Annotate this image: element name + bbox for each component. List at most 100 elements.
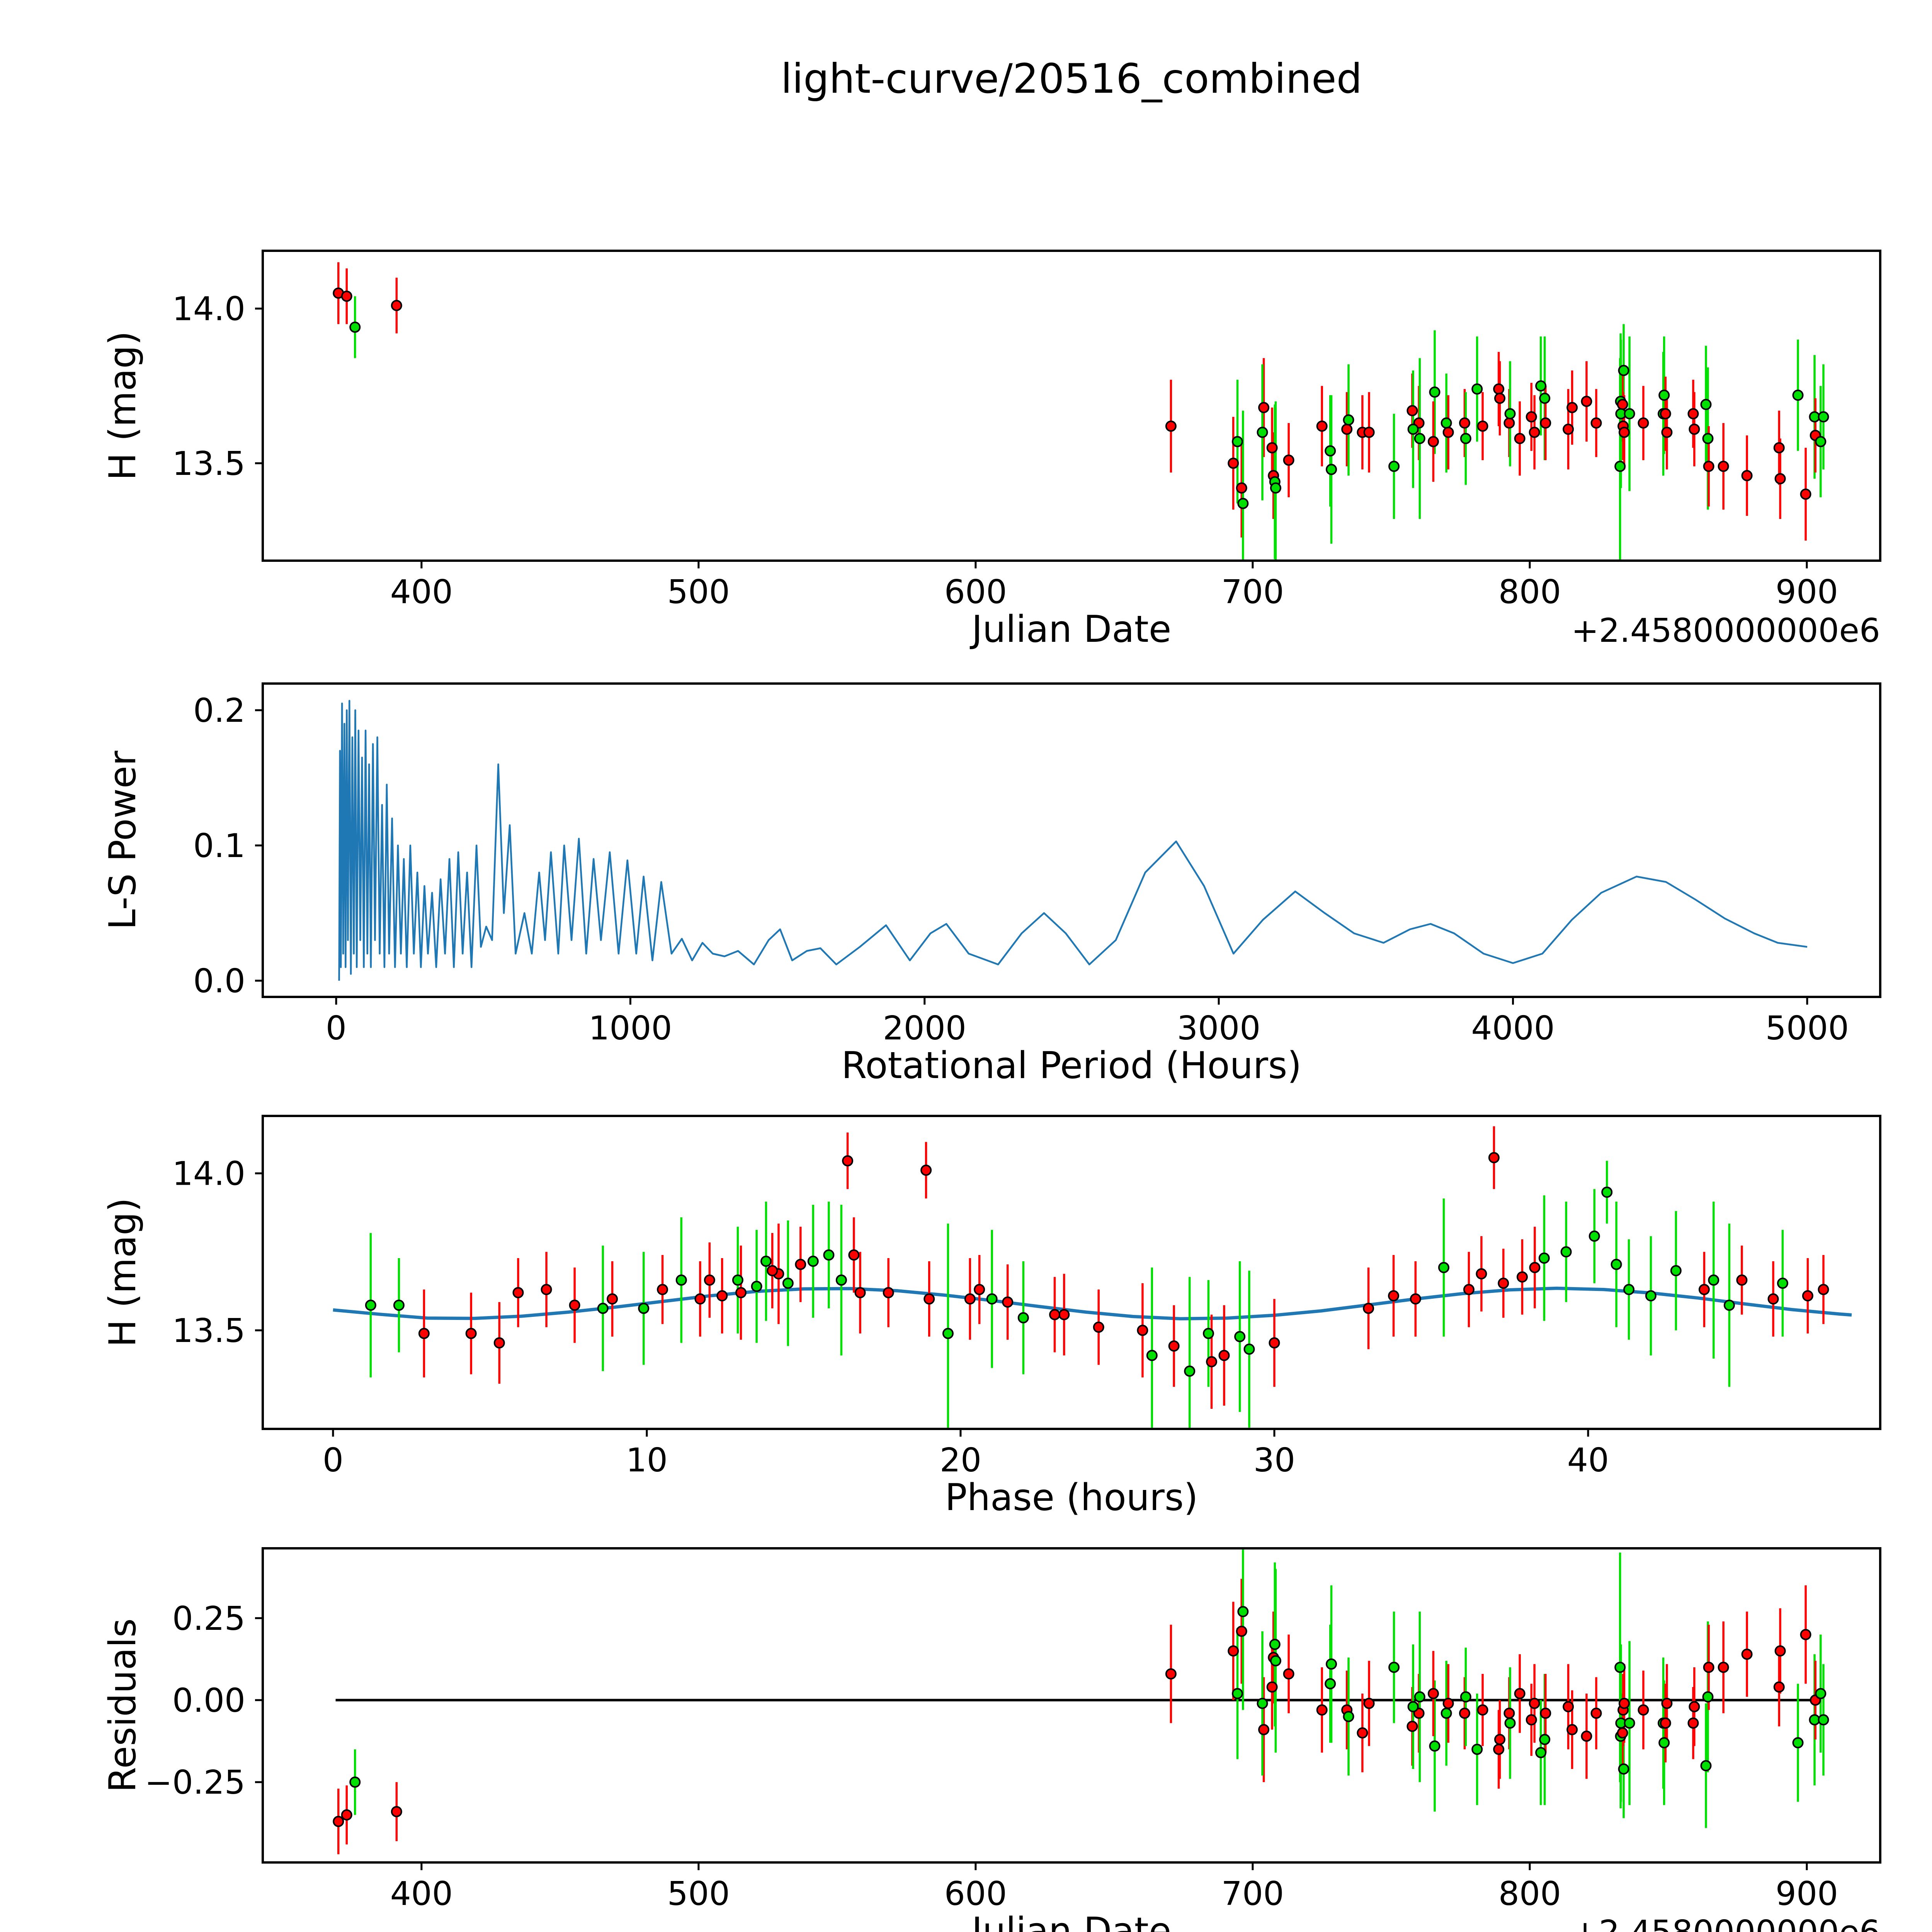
- data-point: [1741, 470, 1753, 481]
- data-point: [1529, 1262, 1541, 1273]
- data-point: [848, 1249, 860, 1261]
- data-point: [1388, 1290, 1400, 1302]
- jd_mag-xtick-label: 900: [1776, 573, 1838, 611]
- data-point: [418, 1328, 430, 1339]
- data-point: [1414, 433, 1425, 444]
- data-point: [1503, 417, 1515, 429]
- data-point: [1168, 1340, 1180, 1352]
- data-point: [1526, 1714, 1537, 1726]
- data-point: [883, 1287, 894, 1298]
- data-point: [1258, 402, 1270, 413]
- data-point: [1093, 1321, 1104, 1333]
- data-point: [1818, 1284, 1829, 1295]
- data-point: [767, 1265, 778, 1277]
- data-point: [1590, 417, 1602, 429]
- data-point: [1228, 457, 1239, 469]
- data-point: [1774, 1645, 1786, 1657]
- data-point: [1529, 427, 1540, 438]
- data-point: [1218, 1350, 1230, 1361]
- data-point: [1703, 461, 1714, 472]
- residuals-ylabel: Residuals: [102, 1618, 144, 1793]
- data-point: [1670, 1265, 1682, 1277]
- residuals-frame: [262, 1547, 1882, 1864]
- data-point: [1658, 389, 1670, 401]
- data-point: [1689, 423, 1700, 435]
- data-point: [1700, 399, 1712, 410]
- data-point: [1702, 1691, 1714, 1702]
- phase_mag-xtick-label: 40: [1567, 1441, 1609, 1480]
- data-point: [607, 1293, 618, 1305]
- periodogram-xtick-label: 0: [326, 1009, 347, 1048]
- data-point: [1316, 1704, 1328, 1716]
- jd_mag-frame: [262, 250, 1882, 562]
- data-point: [1800, 488, 1811, 500]
- data-point: [854, 1287, 866, 1298]
- data-point: [732, 1274, 743, 1286]
- data-point: [1581, 1730, 1592, 1742]
- figure-title: light-curve/20516_combined: [781, 55, 1362, 102]
- residuals-xtick-label: 500: [667, 1875, 730, 1913]
- data-point: [1566, 402, 1578, 413]
- periodogram-xtick-label: 5000: [1765, 1009, 1849, 1048]
- data-point: [1488, 1152, 1500, 1163]
- data-point: [1800, 1629, 1811, 1640]
- data-point: [1202, 1328, 1214, 1339]
- data-point: [1708, 1274, 1719, 1286]
- data-point: [1741, 1648, 1753, 1660]
- data-point: [1617, 399, 1628, 410]
- data-point: [1236, 482, 1247, 494]
- data-point: [1325, 445, 1336, 457]
- data-point: [1002, 1296, 1014, 1308]
- residuals-xtick-label: 700: [1221, 1875, 1284, 1913]
- phase_mag-ytick-label: 13.5: [172, 1312, 245, 1350]
- data-point: [1792, 1737, 1804, 1748]
- data-point: [1535, 380, 1547, 392]
- data-point: [964, 1293, 976, 1305]
- data-point: [1624, 408, 1635, 420]
- data-point: [751, 1281, 762, 1292]
- data-point: [1723, 1299, 1735, 1311]
- data-point: [1459, 417, 1470, 429]
- data-point: [1237, 498, 1249, 509]
- panel-jd_mag: 400 500 600 700 800 900 14.0 13.5 Julian Date H (…: [102, 250, 1882, 651]
- data-point: [675, 1274, 687, 1286]
- data-point: [1269, 1639, 1281, 1650]
- data-point: [1540, 1708, 1551, 1719]
- data-point: [1257, 1697, 1268, 1709]
- data-point: [1427, 1688, 1439, 1699]
- data-point: [1471, 1743, 1483, 1755]
- residuals-xtick-label: 900: [1776, 1875, 1838, 1913]
- jd_mag-data-layer: [333, 262, 1829, 561]
- data-point: [333, 1816, 344, 1827]
- data-point: [1718, 1662, 1729, 1673]
- jd_mag-xtick-label: 800: [1498, 573, 1561, 611]
- data-point: [1526, 411, 1537, 423]
- periodogram-ytick-label: 0.2: [193, 692, 245, 730]
- data-point: [1326, 1658, 1337, 1670]
- data-point: [1494, 393, 1505, 404]
- data-point: [1623, 1284, 1635, 1295]
- data-point: [782, 1277, 794, 1289]
- data-point: [1017, 1312, 1029, 1323]
- periodogram-frame: [262, 682, 1882, 998]
- data-point: [942, 1328, 954, 1339]
- data-point: [1493, 383, 1505, 395]
- data-point: [920, 1165, 932, 1176]
- data-point: [1234, 1331, 1246, 1342]
- phase_mag-xtick-label: 30: [1253, 1441, 1295, 1480]
- data-point: [1440, 1708, 1452, 1719]
- residuals-xtick-label: 400: [390, 1875, 453, 1913]
- data-point: [1601, 1186, 1613, 1198]
- data-point: [1343, 1711, 1354, 1722]
- data-point: [391, 1806, 402, 1817]
- data-point: [1326, 464, 1337, 475]
- periodogram-ytick-label: 0.0: [193, 962, 245, 1000]
- data-point: [716, 1290, 728, 1302]
- data-point: [1165, 420, 1177, 432]
- phase_mag-ylabel: H (mag): [102, 1198, 144, 1347]
- data-point: [795, 1259, 806, 1270]
- periodogram-xtick-label: 4000: [1471, 1009, 1554, 1048]
- data-point: [1661, 1697, 1673, 1709]
- data-point: [1529, 1697, 1540, 1709]
